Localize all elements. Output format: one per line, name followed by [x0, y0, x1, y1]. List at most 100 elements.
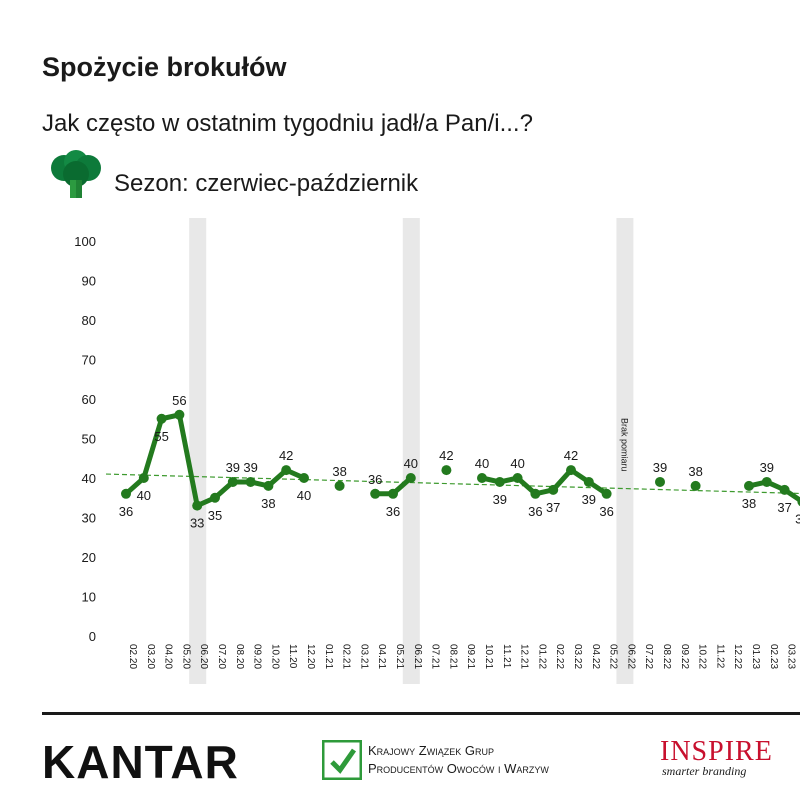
- x-tick-label: 04.21: [376, 644, 387, 669]
- kzg-line-1: Krajowy Związek Grup: [368, 743, 494, 758]
- x-tick-label: 07.22: [643, 644, 654, 669]
- x-tick-label: 12.22: [732, 644, 743, 669]
- y-tick-label: 50: [82, 432, 96, 447]
- data-point: [744, 480, 754, 491]
- data-label: 40: [510, 456, 524, 471]
- chart-subtitle: Jak często w ostatnim tygodniu jadł/a Pa…: [42, 110, 533, 137]
- x-tick-label: 11.20: [287, 644, 298, 669]
- x-tick-label: 01.21: [323, 644, 334, 669]
- data-point: [334, 480, 345, 491]
- data-point: [761, 476, 772, 487]
- data-label: 42: [279, 448, 293, 463]
- data-label: 40: [137, 488, 151, 503]
- y-tick-label: 70: [82, 353, 96, 368]
- data-label: 40: [297, 488, 311, 503]
- data-label: 36: [386, 504, 400, 519]
- x-tick-label: 08.22: [661, 644, 672, 669]
- data-label: 37: [546, 500, 560, 515]
- x-tick-label: 12.20: [305, 644, 316, 669]
- data-label: 55: [154, 429, 168, 444]
- line-chart: 0 10 20 30 40 50 60 70 80 90 100 02.20 03.20 04.20 05…: [74, 218, 800, 684]
- x-tick-label: 01.22: [536, 644, 547, 669]
- data-point: [690, 480, 701, 491]
- data-label: 38: [688, 464, 702, 479]
- data-point: [797, 497, 800, 507]
- broccoli-icon: [51, 150, 101, 198]
- x-tick-label: 05.21: [394, 644, 405, 669]
- data-point: [174, 409, 185, 420]
- x-tick-label: 09.22: [679, 644, 690, 669]
- series-segment: [746, 479, 800, 504]
- data-point: [245, 476, 256, 487]
- x-tick-label: 04.20: [163, 644, 174, 669]
- x-tick-label: 06.22: [625, 644, 636, 669]
- data-point: [263, 480, 274, 491]
- data-point: [281, 465, 292, 476]
- x-tick-label: 09.20: [252, 644, 263, 669]
- y-tick-label: 60: [82, 392, 96, 407]
- data-point: [156, 413, 167, 424]
- data-point: [494, 476, 505, 487]
- data-point: [405, 473, 416, 483]
- x-tick-label: 07.21: [430, 644, 441, 669]
- data-point: [299, 473, 309, 483]
- data-point: [530, 488, 541, 499]
- data-label: 38: [332, 464, 346, 479]
- y-axis: 0 10 20 30 40 50 60 70 80 90 100: [74, 234, 96, 644]
- x-tick-label: 07.20: [216, 644, 227, 669]
- y-tick-label: 0: [89, 629, 96, 644]
- x-tick-label: 03.23: [786, 644, 797, 669]
- data-point: [583, 476, 594, 487]
- x-tick-label: 06.21: [412, 644, 423, 669]
- data-label: 42: [439, 448, 453, 463]
- x-tick-label: 03.22: [572, 644, 583, 669]
- data-label: 33: [190, 516, 204, 531]
- data-label: 40: [404, 456, 418, 471]
- x-tick-label: 05.22: [608, 644, 619, 669]
- x-tick-label: 06.20: [198, 644, 209, 669]
- x-tick-label: 10.20: [269, 644, 280, 669]
- data-points: [121, 409, 800, 511]
- y-tick-label: 100: [74, 234, 96, 249]
- x-tick-label: 04.22: [590, 644, 601, 669]
- x-tick-label: 02.21: [341, 644, 352, 669]
- inspire-tagline: smarter branding: [662, 764, 747, 778]
- footer-divider: [42, 712, 800, 715]
- x-tick-label: 03.21: [358, 644, 369, 669]
- data-label: 56: [172, 393, 186, 408]
- data-point: [601, 488, 612, 499]
- data-point: [370, 488, 381, 499]
- x-tick-label: 01.23: [750, 644, 761, 669]
- data-point: [227, 476, 238, 487]
- season-band: [616, 218, 634, 684]
- data-label: 36: [368, 472, 382, 487]
- x-tick-label: 11.21: [501, 644, 512, 669]
- x-tick-label: 02.22: [554, 644, 565, 669]
- data-label: 35: [208, 508, 222, 523]
- data-point: [388, 488, 398, 499]
- data-label: 39: [493, 492, 507, 507]
- data-point: [779, 484, 790, 495]
- data-point: [566, 465, 576, 476]
- x-tick-label: 10.21: [483, 644, 494, 669]
- y-tick-label: 90: [82, 274, 96, 289]
- data-point: [192, 500, 203, 511]
- data-label: 36: [528, 504, 542, 519]
- x-tick-label: 11.22: [714, 644, 725, 669]
- data-label: 36: [119, 504, 133, 519]
- data-label: 37: [777, 500, 791, 515]
- y-tick-label: 20: [82, 550, 96, 565]
- data-point: [512, 473, 523, 483]
- data-label: 39: [582, 492, 596, 507]
- season-band: [189, 218, 207, 684]
- data-label: 42: [564, 448, 578, 463]
- data-label: 39: [653, 460, 667, 475]
- inspire-logo: INSPIRE smarter branding: [660, 736, 773, 779]
- chart-title: Spożycie brokułów: [42, 52, 287, 82]
- x-tick-label: 10.22: [697, 644, 708, 669]
- data-point: [138, 473, 149, 483]
- data-label: 39: [226, 460, 240, 475]
- season-label: Sezon: czerwiec-październik: [114, 170, 419, 197]
- y-tick-label: 30: [82, 511, 96, 526]
